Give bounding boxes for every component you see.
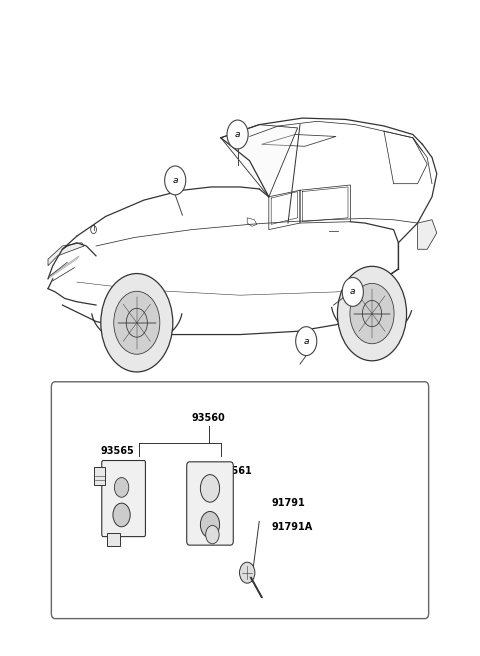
FancyBboxPatch shape bbox=[187, 462, 233, 545]
Bar bbox=[107, 533, 120, 546]
Circle shape bbox=[227, 120, 248, 149]
Polygon shape bbox=[418, 220, 437, 249]
Polygon shape bbox=[48, 256, 79, 279]
FancyBboxPatch shape bbox=[102, 461, 145, 537]
Circle shape bbox=[64, 390, 83, 417]
Polygon shape bbox=[221, 125, 298, 197]
Text: 93560: 93560 bbox=[192, 413, 226, 423]
Circle shape bbox=[126, 308, 147, 337]
Circle shape bbox=[337, 266, 407, 361]
Circle shape bbox=[114, 291, 160, 354]
Circle shape bbox=[205, 525, 219, 544]
Text: a: a bbox=[172, 176, 178, 185]
FancyBboxPatch shape bbox=[51, 382, 429, 619]
Text: 91791: 91791 bbox=[271, 499, 305, 508]
Text: 91791A: 91791A bbox=[271, 522, 312, 531]
Text: 93561: 93561 bbox=[218, 466, 252, 476]
Text: a: a bbox=[350, 287, 356, 297]
Bar bbox=[94, 467, 105, 485]
Circle shape bbox=[201, 512, 220, 538]
Circle shape bbox=[165, 166, 186, 195]
Text: a: a bbox=[303, 337, 309, 346]
Circle shape bbox=[114, 478, 129, 497]
Polygon shape bbox=[247, 218, 257, 226]
Ellipse shape bbox=[201, 475, 220, 502]
Circle shape bbox=[101, 274, 173, 372]
Text: a: a bbox=[235, 130, 240, 139]
Text: a: a bbox=[71, 399, 76, 408]
Circle shape bbox=[342, 277, 363, 306]
Polygon shape bbox=[48, 243, 84, 266]
Circle shape bbox=[240, 562, 255, 583]
Circle shape bbox=[362, 300, 382, 327]
Circle shape bbox=[296, 327, 317, 356]
Circle shape bbox=[113, 503, 130, 527]
Text: 93565: 93565 bbox=[101, 446, 134, 456]
Circle shape bbox=[350, 283, 394, 344]
